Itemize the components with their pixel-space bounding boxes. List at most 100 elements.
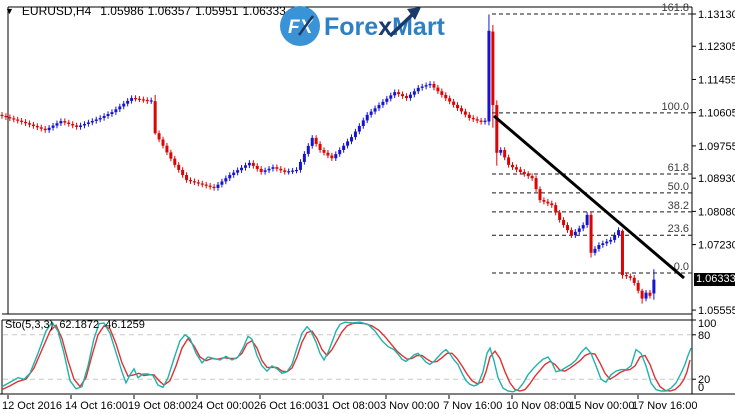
candle-body bbox=[440, 91, 444, 95]
candle-body bbox=[59, 121, 63, 124]
candle-body bbox=[326, 152, 330, 156]
candle-body bbox=[31, 124, 35, 126]
price-axis-label: 1.13130 bbox=[698, 9, 735, 21]
time-axis-label: 3 Nov 00:00 bbox=[380, 400, 439, 412]
candle-body bbox=[67, 122, 71, 125]
candle-body bbox=[542, 200, 546, 202]
candle-body bbox=[487, 30, 491, 122]
fib-level-label: 38.2 bbox=[668, 200, 689, 212]
time-axis-label: 10 Nov 08:00 bbox=[506, 400, 571, 412]
candle-body bbox=[459, 108, 463, 112]
candle-body bbox=[177, 164, 181, 170]
candle-body bbox=[577, 228, 581, 232]
candle-body bbox=[310, 137, 314, 146]
candle-body bbox=[420, 86, 424, 88]
price-axis[interactable] bbox=[693, 7, 735, 394]
candle-body bbox=[534, 178, 538, 190]
candle-body bbox=[573, 231, 577, 236]
main-chart-plot-area[interactable] bbox=[8, 7, 692, 314]
trendline[interactable] bbox=[493, 114, 685, 280]
candle-body bbox=[432, 83, 436, 88]
candle-body bbox=[361, 120, 365, 126]
time-axis-label: 12 Oct 2016 bbox=[2, 400, 62, 412]
candle-body bbox=[295, 169, 299, 172]
candle-body bbox=[416, 87, 420, 92]
candle-body bbox=[173, 158, 177, 165]
candle-body bbox=[628, 276, 632, 278]
candle-body bbox=[263, 170, 267, 172]
fib-level-label: 50.0 bbox=[668, 181, 689, 193]
time-axis-label: 24 Oct 00:00 bbox=[191, 400, 254, 412]
candle-body bbox=[251, 162, 255, 166]
candle-body bbox=[165, 145, 169, 153]
candle-body bbox=[424, 85, 428, 87]
candle-body bbox=[342, 145, 346, 151]
candle-body bbox=[196, 182, 200, 184]
candle-body bbox=[530, 176, 534, 179]
logo-arrow-head bbox=[407, 7, 421, 20]
time-axis-label: 26 Oct 16:00 bbox=[254, 400, 317, 412]
logo-slash bbox=[297, 15, 315, 36]
candle-body bbox=[75, 125, 79, 127]
candle-body bbox=[408, 94, 412, 99]
candle-body bbox=[393, 92, 397, 96]
candle-body bbox=[275, 167, 279, 169]
candle-body bbox=[452, 101, 456, 105]
price-axis-label: 1.09755 bbox=[698, 141, 735, 153]
candle-body bbox=[247, 162, 251, 166]
candle-body bbox=[644, 292, 648, 299]
logo-circle bbox=[280, 6, 320, 46]
candle-body bbox=[43, 128, 47, 131]
candle-body bbox=[63, 121, 67, 123]
indicator-plot-area[interactable] bbox=[2, 320, 692, 394]
candle-body bbox=[538, 189, 542, 201]
logo-text-forex: ForexMart bbox=[324, 13, 446, 41]
symbol-label: EURUSD,H4 bbox=[21, 4, 92, 18]
candle-body bbox=[98, 117, 102, 120]
time-axis[interactable] bbox=[0, 395, 735, 414]
price-axis-label: 1.05555 bbox=[698, 305, 735, 317]
candle-body bbox=[204, 184, 208, 186]
candle-body bbox=[357, 125, 361, 132]
indicator-name: Sto(5,3,3) bbox=[5, 319, 54, 331]
candle-body bbox=[318, 143, 322, 151]
indicator-scale-label: 80 bbox=[698, 330, 710, 342]
logo-arrow-shaft bbox=[388, 11, 416, 38]
candle-body bbox=[503, 150, 507, 158]
indicator-scale-label: 0 bbox=[698, 382, 704, 394]
candle-body bbox=[412, 91, 416, 95]
candle-body bbox=[456, 104, 460, 109]
candle-body bbox=[16, 119, 20, 121]
indicator-value-main: 62.1872 bbox=[59, 319, 100, 331]
candle-body bbox=[499, 150, 503, 153]
candle-body bbox=[624, 275, 628, 277]
candle-body bbox=[267, 168, 271, 171]
candle-body bbox=[369, 111, 373, 115]
candle-body bbox=[220, 181, 224, 185]
candle-body bbox=[181, 169, 185, 176]
candle-body bbox=[613, 235, 617, 240]
candle-body bbox=[185, 175, 189, 181]
candle-body bbox=[444, 94, 448, 99]
candle-body bbox=[609, 239, 613, 242]
quote-high: 1.06357 bbox=[147, 4, 192, 18]
candle-body bbox=[94, 119, 98, 121]
candle-body bbox=[526, 173, 530, 177]
candle-body bbox=[562, 219, 566, 226]
quote-low: 1.05951 bbox=[195, 4, 239, 18]
indicator-scale-label: 100 bbox=[698, 318, 716, 330]
candle-body bbox=[55, 123, 59, 126]
fib-level-label: 61.8 bbox=[668, 162, 689, 174]
candle-body bbox=[141, 99, 145, 101]
candle-body bbox=[51, 125, 55, 128]
symbol-dropdown-arrow[interactable]: ▼ bbox=[5, 6, 14, 16]
candle-body bbox=[381, 101, 385, 106]
candle-body bbox=[648, 292, 652, 296]
candle-body bbox=[338, 150, 342, 155]
price-axis-label: 1.10605 bbox=[698, 108, 735, 120]
candle-body bbox=[554, 205, 558, 213]
candle-body bbox=[589, 214, 593, 253]
fib-level-label: 23.6 bbox=[668, 223, 689, 235]
candle-body bbox=[243, 165, 247, 168]
